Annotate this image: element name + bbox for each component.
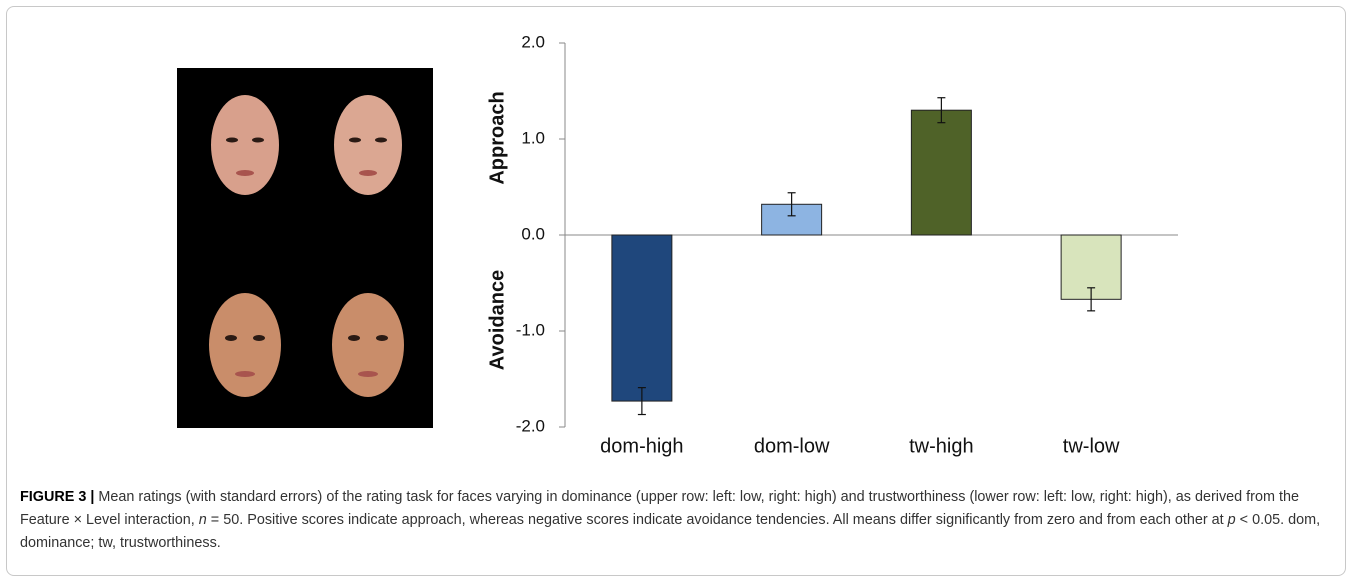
page: Approach Avoidance -2.0 -1.0 0.0 1.0 2.0 dom-…	[0, 0, 1354, 584]
y-tick-label: 2.0	[521, 32, 545, 51]
bar	[911, 110, 971, 235]
y-tick-label: -2.0	[516, 416, 545, 435]
y-tick-label: 1.0	[521, 128, 545, 147]
chart: Approach Avoidance -2.0 -1.0 0.0 1.0 2.0 dom-…	[0, 0, 1354, 480]
y-tick-label: -1.0	[516, 320, 545, 339]
x-tick-label: dom-low	[754, 435, 830, 457]
y-label-negative: Avoidance	[486, 270, 508, 370]
caption-label: FIGURE 3 |	[20, 489, 94, 505]
face-photos	[177, 68, 433, 428]
y-tick-label: 0.0	[521, 224, 545, 243]
x-tick-label: tw-high	[909, 435, 973, 457]
caption-text: p	[1228, 512, 1236, 528]
caption-text: n	[199, 512, 207, 528]
caption-text: = 50. Positive scores indicate approach,…	[207, 512, 1228, 528]
bar	[612, 235, 672, 401]
x-tick-label: tw-low	[1063, 435, 1120, 457]
y-label-positive: Approach	[486, 91, 508, 184]
caption: FIGURE 3 | Mean ratings (with standard e…	[20, 486, 1338, 555]
x-tick-label: dom-high	[600, 435, 683, 457]
